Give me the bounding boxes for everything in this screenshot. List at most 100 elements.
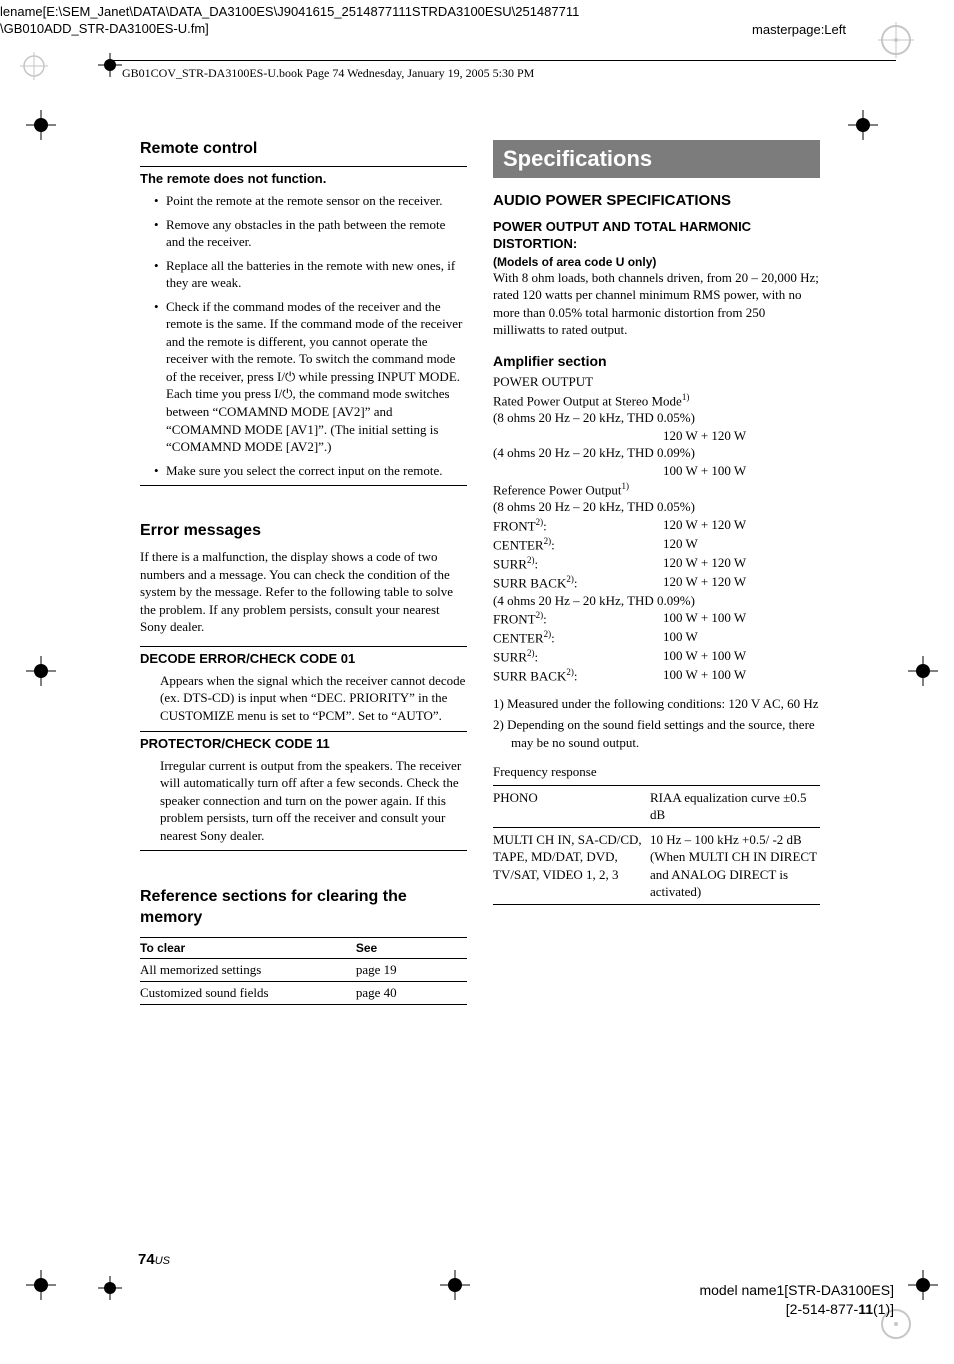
power-output-body: With 8 ohm loads, both channels driven, …: [493, 269, 820, 339]
spec-label: SURR BACK2):: [493, 666, 663, 685]
note-2: 2) Depending on the sound field settings…: [493, 716, 820, 751]
spec-row: SURR BACK2):120 W + 120 W: [493, 573, 820, 592]
table-cell: 10 Hz – 100 kHz +0.5/ -2 dB (When MULTI …: [650, 827, 820, 904]
page-body: Remote control The remote does not funct…: [140, 140, 820, 1005]
masterpage-label: masterpage:Left: [752, 22, 846, 37]
file-path-header: lename[E:\SEM_Janet\DATA\DATA_DA3100ES\J…: [0, 4, 579, 38]
error-intro: If there is a malfunction, the display s…: [140, 548, 467, 636]
spec-label: SURR BACK2):: [493, 573, 663, 592]
table-cell: Customized sound fields: [140, 981, 356, 1004]
spec-value: 120 W: [663, 535, 820, 554]
error-messages-title: Error messages: [140, 522, 467, 540]
mem-table-col1: To clear: [140, 937, 356, 958]
table-cell: RIAA equalization curve ±0.5 dB: [650, 785, 820, 827]
rated-line: Rated Power Output at Stereo Mode1): [493, 391, 820, 410]
spec-row: FRONT2):120 W + 120 W: [493, 516, 820, 535]
table-row: PHONORIAA equalization curve ±0.5 dB: [493, 785, 820, 827]
remote-subtitle: The remote does not function.: [140, 171, 467, 186]
bullet-item: Replace all the batteries in the remote …: [154, 257, 467, 292]
error-2-body: Irregular current is output from the spe…: [140, 757, 467, 845]
divider: [140, 166, 467, 167]
spec-label: SURR2):: [493, 647, 663, 666]
spec-line: (8 ohms 20 Hz – 20 kHz, THD 0.05%): [493, 409, 820, 427]
spec-value: 120 W + 120 W: [663, 554, 820, 573]
bullet-item: Point the remote at the remote sensor on…: [154, 192, 467, 210]
frequency-table: PHONORIAA equalization curve ±0.5 dBMULT…: [493, 785, 820, 905]
spec-value: 100 W: [663, 628, 820, 647]
table-cell: page 19: [356, 958, 467, 981]
error-2-title: PROTECTOR/CHECK CODE 11: [140, 736, 467, 751]
page-header-info: GB01COV_STR-DA3100ES-U.book Page 74 Wedn…: [122, 66, 534, 81]
bullet-item: Remove any obstacles in the path between…: [154, 216, 467, 251]
power-output-title: POWER OUTPUT AND TOTAL HARMONIC DISTORTI…: [493, 219, 820, 253]
page-number: 74US: [138, 1251, 170, 1268]
remote-control-title: Remote control: [140, 140, 467, 158]
error-1-body: Appears when the signal which the receiv…: [140, 672, 467, 725]
amplifier-title: Amplifier section: [493, 353, 820, 369]
spec-value: 100 W + 100 W: [663, 666, 820, 685]
amp-body: POWER OUTPUT Rated Power Output at Stere…: [493, 373, 820, 685]
spec-value: 120 W + 120 W: [493, 427, 820, 445]
mem-table-col2: See: [356, 937, 467, 958]
spec-label: SURR2):: [493, 554, 663, 573]
bullet-item: Check if the command modes of the receiv…: [154, 298, 467, 456]
table-row: Customized sound fieldspage 40: [140, 981, 467, 1004]
header-rule: [110, 60, 896, 61]
spec-row: CENTER2):120 W: [493, 535, 820, 554]
bullet-item: Make sure you select the correct input o…: [154, 462, 467, 480]
crop-target-icon: [848, 110, 878, 140]
spec-line: (4 ohms 20 Hz – 20 kHz, THD 0.09%): [493, 444, 820, 462]
ref-power-line: Reference Power Output1): [493, 480, 820, 499]
file-path-line1: lename[E:\SEM_Janet\DATA\DATA_DA3100ES\J…: [0, 4, 579, 21]
file-path-line2: \GB010ADD_STR-DA3100ES-U.fm]: [0, 21, 579, 38]
power-output-label: POWER OUTPUT: [493, 373, 820, 391]
crop-target-icon: [908, 1270, 938, 1300]
reference-title: Reference sections for clearing the memo…: [140, 887, 467, 929]
amp-notes: 1) Measured under the following conditio…: [493, 695, 820, 752]
spec-value: 100 W + 100 W: [663, 609, 820, 628]
model-code: [2-514-877-11(1)]: [699, 1300, 894, 1320]
power-output-sub: (Models of area code U only): [493, 255, 820, 269]
spec-row: SURR BACK2):100 W + 100 W: [493, 666, 820, 685]
table-cell: page 40: [356, 981, 467, 1004]
footer-model: model name1[STR-DA3100ES] [2-514-877-11(…: [699, 1281, 894, 1320]
divider: [140, 485, 467, 486]
specifications-title: Specifications: [493, 140, 820, 178]
table-cell: All memorized settings: [140, 958, 356, 981]
spec-row: SURR2):100 W + 100 W: [493, 647, 820, 666]
spec-row: CENTER2):100 W: [493, 628, 820, 647]
crop-target-icon: [26, 1270, 56, 1300]
spec-label: FRONT2):: [493, 609, 663, 628]
crop-target-icon: [98, 1276, 122, 1300]
remote-bullet-list: Point the remote at the remote sensor on…: [140, 192, 467, 479]
note-1: 1) Measured under the following conditio…: [493, 695, 820, 713]
spec-value: 120 W + 120 W: [663, 573, 820, 592]
spec-row: FRONT2):100 W + 100 W: [493, 609, 820, 628]
crop-target-icon: [908, 656, 938, 686]
table-cell: MULTI CH IN, SA-CD/CD, TAPE, MD/DAT, DVD…: [493, 827, 650, 904]
audio-power-title: AUDIO POWER SPECIFICATIONS: [493, 192, 820, 209]
crop-target-icon: [98, 53, 122, 77]
crop-target-icon: [20, 52, 48, 80]
crop-target-icon: [878, 22, 914, 58]
frequency-response-title: Frequency response: [493, 763, 820, 781]
spec-value: 120 W + 120 W: [663, 516, 820, 535]
model-name: model name1[STR-DA3100ES]: [699, 1281, 894, 1301]
spec-line: (8 ohms 20 Hz – 20 kHz, THD 0.05%): [493, 498, 820, 516]
memory-table: To clear See All memorized settingspage …: [140, 937, 467, 1005]
divider: [140, 850, 467, 851]
divider: [140, 646, 467, 647]
table-row: MULTI CH IN, SA-CD/CD, TAPE, MD/DAT, DVD…: [493, 827, 820, 904]
spec-row: SURR2):120 W + 120 W: [493, 554, 820, 573]
table-cell: PHONO: [493, 785, 650, 827]
left-column: Remote control The remote does not funct…: [140, 140, 467, 1005]
spec-label: FRONT2):: [493, 516, 663, 535]
error-1-title: DECODE ERROR/CHECK CODE 01: [140, 651, 467, 666]
spec-label: CENTER2):: [493, 628, 663, 647]
divider: [140, 731, 467, 732]
crop-target-icon: [26, 656, 56, 686]
spec-value: 100 W + 100 W: [663, 647, 820, 666]
table-row: All memorized settingspage 19: [140, 958, 467, 981]
right-column: Specifications AUDIO POWER SPECIFICATION…: [493, 140, 820, 1005]
crop-target-icon: [26, 110, 56, 140]
